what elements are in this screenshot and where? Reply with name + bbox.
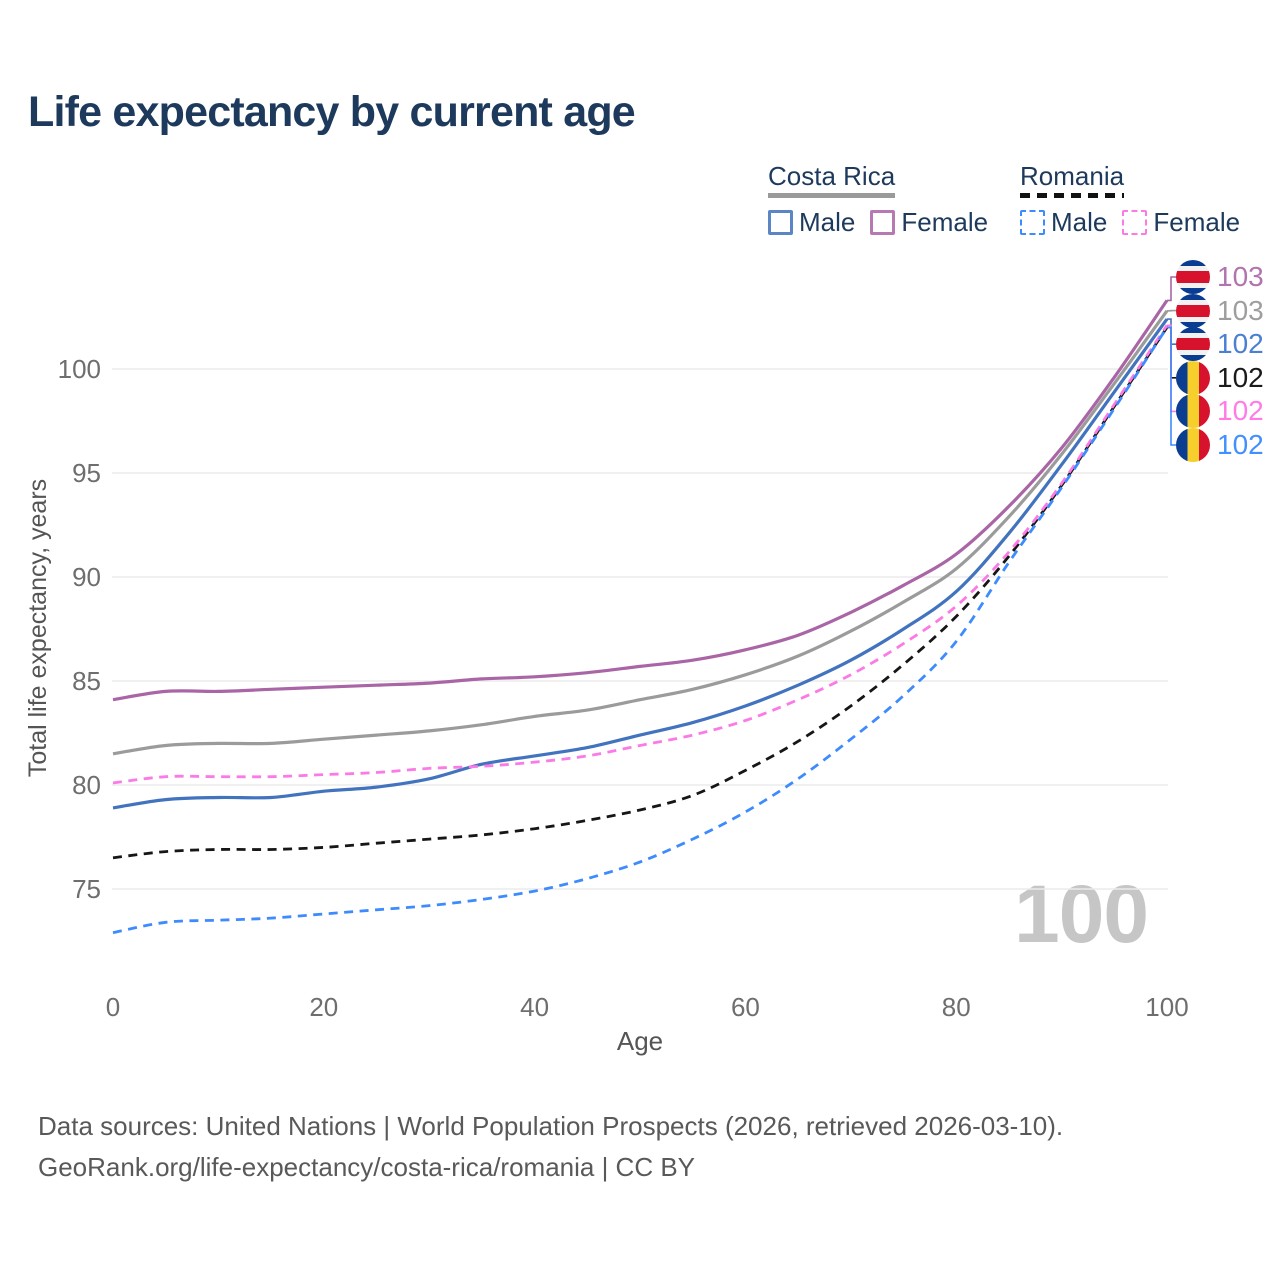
y-axis-title: Total life expectancy, years [24, 479, 52, 777]
attribution-line: GeoRank.org/life-expectancy/costa-rica/r… [38, 1152, 696, 1182]
y-tick-label: 100 [58, 354, 101, 384]
romania-flag-icon [1176, 394, 1210, 429]
costa-rica-male-swatch-icon [768, 210, 793, 235]
x-tick-label: 80 [942, 992, 971, 1022]
age-frame-watermark: 100 [1014, 869, 1149, 960]
costa-rica-flag-icon [1176, 293, 1210, 328]
y-tick-label: 75 [72, 874, 101, 904]
y-tick-label: 85 [72, 666, 101, 696]
costa-rica-line-style-swatch [768, 193, 896, 198]
end-label-value: 102 [1217, 395, 1264, 427]
costa-rica-female-swatch-icon [870, 210, 896, 235]
y-tick-label: 90 [72, 562, 101, 592]
series-costa-rica-male[interactable] [112, 318, 1169, 810]
x-tick-label: 100 [1145, 992, 1188, 1022]
x-axis-title: Age [617, 1026, 663, 1056]
costa-rica-flag-icon [1176, 260, 1210, 294]
romania-line-style-swatch [1020, 193, 1125, 198]
leader-line [1167, 276, 1176, 302]
page-title: Life expectancy by current age [28, 88, 636, 136]
x-tick-label: 20 [309, 992, 338, 1022]
footer: Data sources: United Nations | World Pop… [38, 1106, 1063, 1188]
romania-flag-icon [1176, 360, 1210, 395]
legend-country-label: Romania [1020, 161, 1125, 191]
series-costa-rica-both-sexes[interactable] [112, 309, 1169, 756]
series-romania-female[interactable] [112, 324, 1169, 785]
legend-item-costa-rica-female[interactable]: Female [870, 207, 988, 238]
x-tick-label: 0 [106, 992, 120, 1022]
end-label-row: 103 [1176, 260, 1264, 294]
end-label-value: 102 [1217, 328, 1264, 360]
series-romania-male[interactable] [112, 326, 1169, 935]
end-label-value: 102 [1217, 361, 1264, 393]
end-label-row: 102 [1176, 360, 1264, 395]
legend-country-label: Costa Rica [768, 161, 896, 191]
romania-flag-icon [1176, 428, 1210, 462]
legend-group-romania: Romania Male Female [1020, 162, 1240, 238]
end-label-row: 103 [1176, 293, 1264, 328]
end-label-row: 102 [1176, 394, 1264, 429]
y-tick-label: 80 [72, 770, 101, 800]
costa-rica-flag-icon [1176, 327, 1210, 362]
end-label-row: 102 [1176, 428, 1264, 462]
end-label-row: 102 [1176, 327, 1264, 362]
x-tick-label: 40 [520, 992, 549, 1022]
legend-item-costa-rica-male[interactable]: Male [768, 207, 855, 238]
y-tick-label: 95 [72, 458, 101, 488]
legend-group-costa-rica: Costa Rica Male Female [768, 162, 988, 238]
leader-line [1167, 326, 1176, 446]
legend-item-romania-female[interactable]: Female [1122, 207, 1240, 238]
legend-item-label: Male [799, 207, 856, 237]
legend-item-label: Female [1153, 207, 1241, 237]
series-romania-both-sexes[interactable] [112, 326, 1169, 860]
x-tick-label: 60 [731, 992, 760, 1022]
legend-item-label: Male [1051, 207, 1108, 237]
legend-country-romania[interactable]: Romania [1020, 161, 1125, 198]
legend-item-label: Female [901, 207, 989, 237]
romania-female-swatch-icon [1122, 210, 1148, 235]
data-sources-line: Data sources: United Nations | World Pop… [38, 1111, 1064, 1141]
legend-item-romania-male[interactable]: Male [1020, 207, 1107, 238]
end-label-value: 103 [1217, 261, 1264, 292]
romania-male-swatch-icon [1020, 210, 1045, 235]
legend-country-costa-rica[interactable]: Costa Rica [768, 161, 896, 198]
series-costa-rica-female[interactable] [112, 299, 1169, 702]
end-label-value: 103 [1217, 294, 1264, 326]
end-label-value: 102 [1217, 429, 1264, 460]
